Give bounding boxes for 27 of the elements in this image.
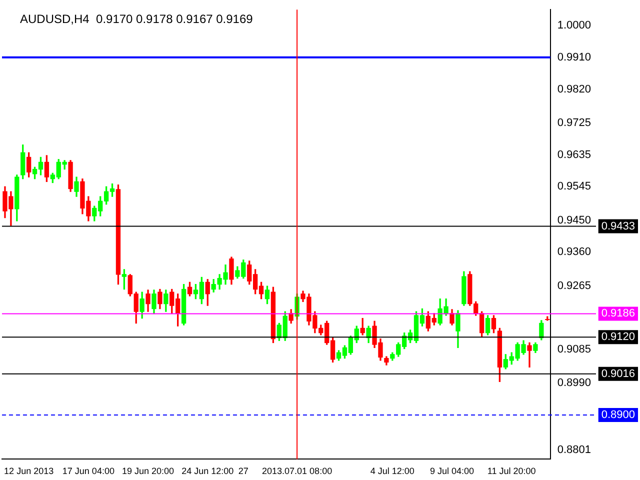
y-tick-label: 0.9820 bbox=[557, 83, 592, 96]
y-tick-label: 0.9360 bbox=[557, 246, 592, 258]
ref-line-label: 0.8900 bbox=[601, 408, 636, 421]
x-tick-label: 27 bbox=[238, 466, 248, 476]
ref-line-label: 0.9016 bbox=[601, 368, 636, 380]
x-tick-label: 24 Jun 12:00 bbox=[182, 466, 234, 476]
y-tick-label: 0.9545 bbox=[557, 180, 592, 193]
x-tick-label: 17 Jun 04:00 bbox=[62, 466, 114, 476]
ref-line-label: 0.9186 bbox=[601, 308, 636, 320]
x-tick-label: 19 Jun 20:00 bbox=[122, 466, 174, 476]
y-tick-label: 0.9725 bbox=[557, 116, 592, 129]
ref-line-label: 0.9433 bbox=[601, 220, 636, 232]
y-tick-label: 0.9265 bbox=[557, 280, 592, 292]
x-tick-label: 4 Jul 12:00 bbox=[370, 466, 414, 476]
y-tick-label: 0.8801 bbox=[557, 444, 592, 456]
x-tick-label: 12 Jun 2013 bbox=[4, 466, 54, 476]
y-tick-label: 0.9635 bbox=[557, 148, 592, 161]
y-tick-label: 0.8990 bbox=[557, 377, 592, 390]
y-tick-label: 0.9085 bbox=[557, 343, 592, 356]
y-tick-label: 1.0000 bbox=[557, 20, 592, 32]
y-tick-label: 0.9910 bbox=[557, 51, 592, 64]
x-tick-label: 9 Jul 04:00 bbox=[430, 466, 474, 476]
x-tick-label: 2013.07.01 08:00 bbox=[262, 466, 332, 476]
x-tick-label: 11 Jul 20:00 bbox=[487, 466, 536, 476]
ref-line-label: 0.9120 bbox=[601, 331, 636, 344]
chart-title: AUDUSD,H4 0.9170 0.9178 0.9167 0.9169 bbox=[20, 12, 254, 26]
y-tick-label: 0.9450 bbox=[557, 214, 592, 226]
